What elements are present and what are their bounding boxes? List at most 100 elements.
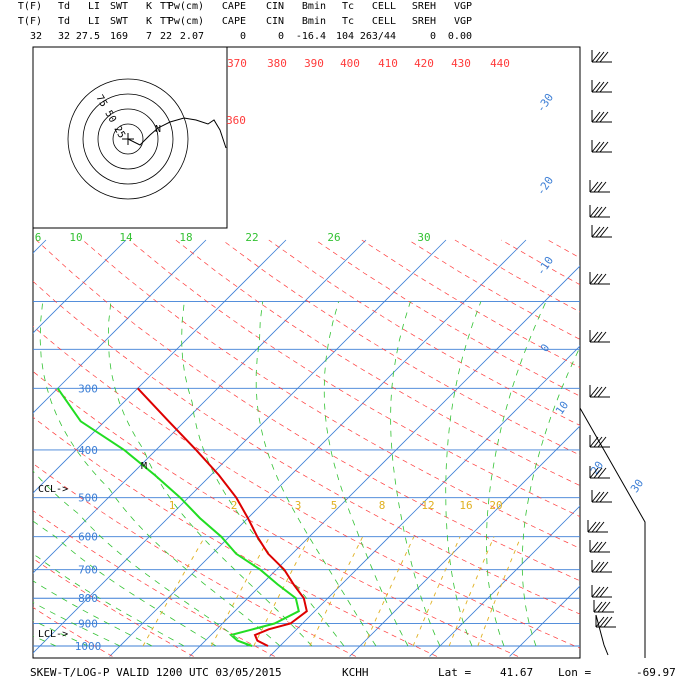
isotherm-line bbox=[109, 239, 527, 657]
wind-barb-flag bbox=[591, 491, 601, 503]
temperature-line bbox=[136, 387, 308, 647]
wind-barb-flag bbox=[603, 616, 613, 628]
mixing-ratio-line bbox=[412, 536, 461, 647]
wind-barb-flag bbox=[589, 273, 599, 285]
wind-barb-flag bbox=[599, 141, 609, 153]
wind-barb-flag bbox=[593, 601, 603, 613]
indices-header: T(F) Td LI SWT K TT Pw(cm) CAPE CIN Bmin Tc CELL SRE… bbox=[0, 0, 680, 48]
isotherm-line bbox=[33, 239, 287, 494]
wetbulb-label-6: 6 bbox=[35, 231, 42, 244]
mixing-ratio-label-16: 16 bbox=[459, 499, 472, 512]
wind-barb-flag bbox=[597, 541, 607, 553]
wind-barb-flag bbox=[597, 436, 607, 448]
dry-adiabat bbox=[128, 239, 580, 518]
moist-adiabat bbox=[33, 601, 121, 647]
wetbulb-label-30: 30 bbox=[417, 231, 430, 244]
wind-barb-flag bbox=[597, 181, 607, 193]
header-values-0: 32 bbox=[29, 31, 42, 42]
isotherm-line bbox=[509, 585, 580, 657]
dry-adiabat bbox=[33, 280, 580, 615]
header-row1-10: Tc bbox=[341, 1, 354, 12]
pressure-label-800: 800 bbox=[78, 592, 98, 605]
dry-adiabat bbox=[268, 239, 580, 426]
moist-adiabat bbox=[445, 301, 482, 647]
pressure-label-400: 400 bbox=[78, 444, 98, 457]
header-row1-8: CIN bbox=[265, 1, 284, 12]
hodograph-trace bbox=[127, 117, 227, 149]
header-row1-0: T(F) bbox=[17, 1, 42, 12]
mixing-ratio-label-3: 3 bbox=[295, 499, 302, 512]
wind-barb-flag bbox=[593, 386, 603, 398]
plot-right-border bbox=[579, 47, 646, 658]
wind-barb-flag bbox=[593, 273, 603, 285]
dry-adiabat bbox=[641, 240, 680, 656]
wind-barb-flag bbox=[591, 586, 601, 598]
wind-barb-flag bbox=[595, 81, 605, 93]
theta-label-400: 400 bbox=[340, 57, 360, 70]
header-row2-11: CELL bbox=[371, 16, 396, 27]
theta-label-390: 390 bbox=[304, 57, 324, 70]
header-row2-12: SREH bbox=[411, 16, 436, 27]
header-values-9: -16.4 bbox=[295, 31, 326, 42]
mixing-ratio-line bbox=[142, 536, 206, 647]
hodograph-inset bbox=[32, 46, 228, 229]
wind-barb-flag bbox=[591, 226, 601, 238]
wind-barb-flag bbox=[595, 51, 605, 63]
header-row2-0: T(F) bbox=[17, 16, 42, 27]
moist-adiabat bbox=[486, 301, 547, 647]
theta-label-370: 370 bbox=[227, 57, 247, 70]
theta-label-380: 380 bbox=[267, 57, 287, 70]
hodograph-ring bbox=[67, 78, 189, 200]
moist-adiabat bbox=[33, 635, 57, 647]
wetbulb-label-22: 22 bbox=[245, 231, 258, 244]
wind-barb-flag bbox=[593, 181, 603, 193]
chart-footer: SKEW-T/LOG-P VALID 1200 UTC 03/05/2015 K… bbox=[30, 666, 680, 680]
pressure-label-300: 300 bbox=[78, 382, 98, 395]
wind-barb-flag bbox=[599, 491, 609, 503]
dry-adiabat bbox=[33, 510, 275, 657]
wind-barb-flag bbox=[591, 81, 601, 93]
header-values-11: 263/44 bbox=[359, 31, 396, 42]
mixing-ratio-label-1: 1 bbox=[169, 499, 176, 512]
wind-barb-flag bbox=[597, 206, 607, 218]
header-row1-1: Td bbox=[57, 1, 70, 12]
hodograph-ring bbox=[82, 93, 174, 185]
mixing-ratio-line bbox=[253, 536, 311, 647]
wind-barb-flag bbox=[597, 467, 607, 479]
wind-barb-flag bbox=[589, 386, 599, 398]
wind-barb-flag bbox=[597, 386, 607, 398]
dry-adiabat bbox=[361, 239, 580, 369]
header-row2-2: LI bbox=[87, 16, 100, 27]
header-row2-3: SWT bbox=[109, 16, 128, 27]
header-row1-12: SREH bbox=[411, 1, 436, 12]
header-values-12: 0 bbox=[429, 31, 436, 42]
wind-barb-flag bbox=[589, 181, 599, 193]
header-values-10: 104 bbox=[335, 31, 354, 42]
wind-barb-flag bbox=[595, 226, 605, 238]
wind-barb-flag bbox=[593, 541, 603, 553]
theta-label-360: 360 bbox=[226, 114, 246, 127]
header-row2-1: Td bbox=[57, 16, 70, 27]
isotherm-line bbox=[33, 239, 207, 414]
moist-adiabat bbox=[255, 301, 377, 647]
wind-barb-flag bbox=[599, 616, 609, 628]
moist-adiabat bbox=[33, 520, 217, 647]
theta-label-440: 440 bbox=[490, 57, 510, 70]
footer-station: KCHH bbox=[342, 666, 369, 679]
moist-adiabat bbox=[33, 470, 249, 647]
header-row1-3: SWT bbox=[109, 1, 128, 12]
header-row2-7: CAPE bbox=[221, 16, 246, 27]
header-row2-13: VGP bbox=[453, 16, 472, 27]
mixing-ratio-line bbox=[477, 536, 522, 647]
header-values-8: 0 bbox=[277, 31, 284, 42]
mixing-ratio-line bbox=[210, 536, 271, 647]
dry-adiabat bbox=[501, 239, 580, 286]
footer-lon: -69.97 bbox=[636, 666, 676, 679]
isotherm-label--30: -30 bbox=[534, 91, 556, 115]
header-values-5: 22 bbox=[159, 31, 172, 42]
isotherm-label--10: -10 bbox=[534, 254, 556, 278]
hodograph-ring bbox=[97, 108, 159, 170]
pressure-label-600: 600 bbox=[78, 531, 98, 544]
wind-barb-flag bbox=[599, 226, 609, 238]
